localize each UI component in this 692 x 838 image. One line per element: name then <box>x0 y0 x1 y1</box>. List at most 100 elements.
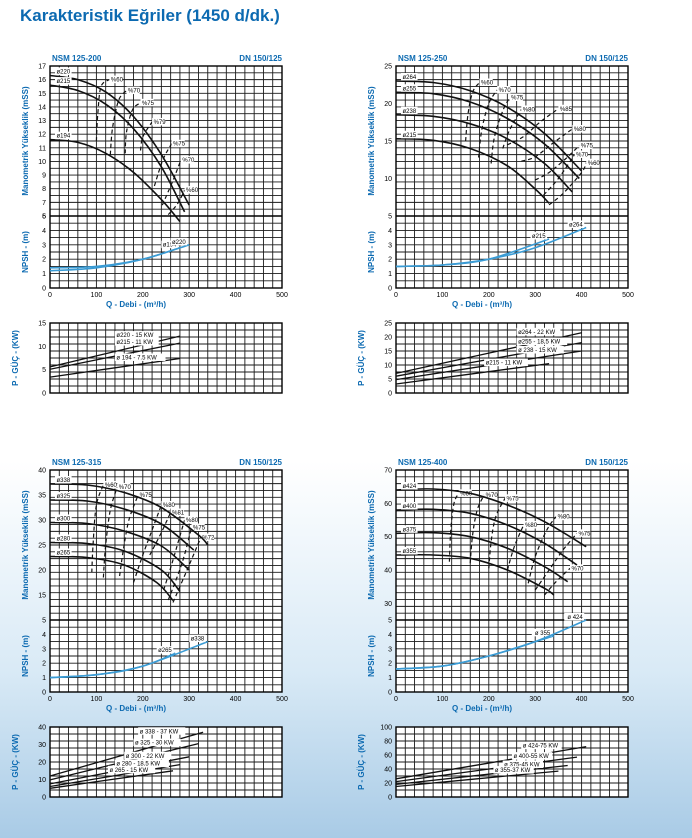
power-axis-label: P - GÜÇ - (KW) <box>357 330 366 386</box>
y-axis-label: Manometrik Yükseklik (mSS) <box>21 86 30 196</box>
efficiency-curve <box>490 97 511 164</box>
y-axis-label: Manometrik Yükseklik (mSS) <box>367 490 376 600</box>
npsh-tick-label: 5 <box>388 618 392 625</box>
efficiency-curve <box>119 494 139 577</box>
efficiency-curve <box>478 89 498 158</box>
model-name: NSM 125-250 <box>398 54 448 63</box>
efficiency-label: %80 <box>523 108 536 114</box>
efficiency-label-bg <box>509 93 523 101</box>
plot-frame <box>49 65 283 289</box>
npsh-curve-label-bg <box>161 240 178 249</box>
head-curve-label-bg <box>401 482 418 490</box>
efficiency-label: %70 <box>486 493 499 499</box>
power-tick-label: 0 <box>42 391 46 398</box>
power-plot-frame <box>49 726 283 798</box>
efficiency-label-bg <box>191 523 205 531</box>
efficiency-label-bg <box>558 104 572 113</box>
power-curve-label: ø 375-45 KW <box>504 763 540 769</box>
power-tick-label: 0 <box>388 391 392 398</box>
efficiency-label: %72 <box>202 536 215 542</box>
power-plot-frame <box>49 322 283 394</box>
power-curve-label: ø255 - 18,5 KW <box>518 340 560 346</box>
efficiency-curve <box>548 162 587 206</box>
efficiency-label: %80 <box>574 127 587 133</box>
efficiency-label-bg <box>570 564 584 572</box>
power-curve-label: ø 194 - 7.5 KW <box>116 355 157 361</box>
power-axis-label: P - GÜÇ - (KW) <box>357 734 366 790</box>
efficiency-label: %60 <box>105 483 118 489</box>
head-curve-label-bg <box>401 106 418 115</box>
efficiency-label: %81 <box>172 511 185 517</box>
head-curve-label-bg <box>55 514 72 522</box>
efficiency-label-bg <box>109 75 123 84</box>
head-curve <box>395 91 580 180</box>
y-tick-label: 14 <box>38 104 46 111</box>
head-curve-label-bg <box>55 534 72 542</box>
power-tick-label: 100 <box>380 725 392 732</box>
power-curve-label-bg <box>107 765 156 774</box>
head-curve-label: ø424 <box>403 484 417 490</box>
x-tick-label: 400 <box>576 696 588 703</box>
efficiency-label-bg <box>170 508 184 516</box>
pipe-size: DN 150/125 <box>239 54 282 63</box>
power-tick-label: 20 <box>384 781 392 788</box>
efficiency-curve <box>124 102 141 154</box>
efficiency-curve <box>109 90 128 155</box>
npsh-tick-label: 0 <box>42 286 46 293</box>
efficiency-label: %75 <box>173 142 186 148</box>
efficiency-label: %70 <box>119 485 132 491</box>
efficiency-curve <box>507 108 559 146</box>
npsh-curve-label-bg <box>156 646 174 654</box>
plot-area <box>396 470 628 692</box>
npsh-curve-label: ø 424 <box>567 615 583 621</box>
efficiency-curve <box>448 493 460 562</box>
npsh-curve <box>395 226 587 268</box>
power-plot-frame <box>395 726 629 798</box>
x-tick-label: 200 <box>483 292 495 299</box>
efficiency-label: %75 <box>511 96 524 102</box>
y-tick-label: 40 <box>38 468 46 475</box>
npsh-tick-label: 1 <box>388 271 392 278</box>
power-curve-label: ø 424-75 KW <box>523 744 559 750</box>
head-curve-label: ø220 <box>57 70 71 76</box>
y-tick-label: 30 <box>384 601 392 608</box>
efficiency-label: %75 <box>578 531 591 537</box>
npsh-curve-label: ø194 <box>163 243 177 249</box>
efficiency-label-bg <box>184 516 198 524</box>
power-tick-label: 5 <box>42 367 46 374</box>
head-curve <box>395 80 583 172</box>
head-curve-label: ø215 <box>57 79 71 85</box>
npsh-tick-label: 3 <box>388 646 392 653</box>
power-curve <box>395 332 582 375</box>
power-tick-label: 25 <box>384 321 392 328</box>
head-curve-label: ø400 <box>403 504 417 510</box>
power-tick-label: 10 <box>38 777 46 784</box>
power-curve-label-bg <box>516 346 564 354</box>
efficiency-label: %75 <box>581 144 594 150</box>
plot-area <box>50 66 282 288</box>
power-tick-label: 10 <box>384 363 392 370</box>
head-curve-label: ø265 <box>57 551 71 557</box>
npsh-curve-label: ø220 <box>172 240 186 246</box>
page-title: Karakteristik Eğriler (1450 d/dk.) <box>20 6 280 25</box>
power-tick-label: 20 <box>38 760 46 767</box>
efficiency-curve <box>95 79 110 142</box>
y-tick-label: 16 <box>38 77 46 84</box>
model-name: NSM 125-400 <box>398 458 448 467</box>
npsh-tick-label: 1 <box>42 675 46 682</box>
efficiency-label: %79 <box>154 120 167 126</box>
plot-frame <box>49 469 283 693</box>
y-tick-label: 20 <box>38 568 46 575</box>
npsh-tick-label: 0 <box>42 690 46 697</box>
efficiency-curve <box>132 504 162 583</box>
efficiency-label-bg <box>138 491 152 499</box>
power-curve-label-bg <box>511 752 553 760</box>
x-tick-label: 300 <box>529 292 541 299</box>
efficiency-label-bg <box>521 105 535 113</box>
npsh-tick-label: 5 <box>42 214 46 221</box>
y-axis-label: Manometrik Yükseklik (mSS) <box>367 86 376 196</box>
efficiency-label-bg <box>556 512 570 521</box>
efficiency-label: %70 <box>128 89 141 95</box>
power-curve-label: ø264 - 22 KW <box>518 330 555 336</box>
